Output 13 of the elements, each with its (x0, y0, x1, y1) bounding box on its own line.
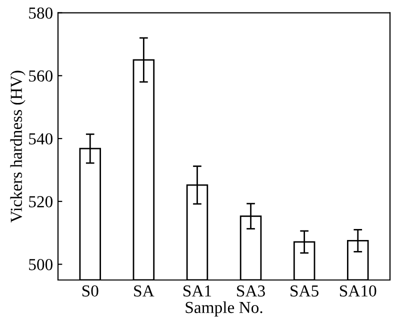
x-tick-label: SA5 (290, 285, 318, 297)
x-tick-label: SA (134, 285, 154, 297)
x-axis-title: Sample No. (186, 301, 262, 316)
y-tick-label: 520 (29, 196, 53, 208)
x-tick-label: SA3 (237, 285, 265, 297)
y-axis-title: Vickers hardness (HV) (10, 70, 26, 223)
y-tick-label: 580 (29, 8, 53, 19)
x-tick-label: SA10 (340, 285, 376, 297)
y-tick-label: 560 (29, 70, 53, 82)
y-tick-label: 500 (29, 258, 53, 270)
x-tick-label: S0 (82, 285, 98, 297)
y-tick-label: 540 (29, 133, 53, 144)
x-tick-label: SA1 (184, 285, 212, 297)
